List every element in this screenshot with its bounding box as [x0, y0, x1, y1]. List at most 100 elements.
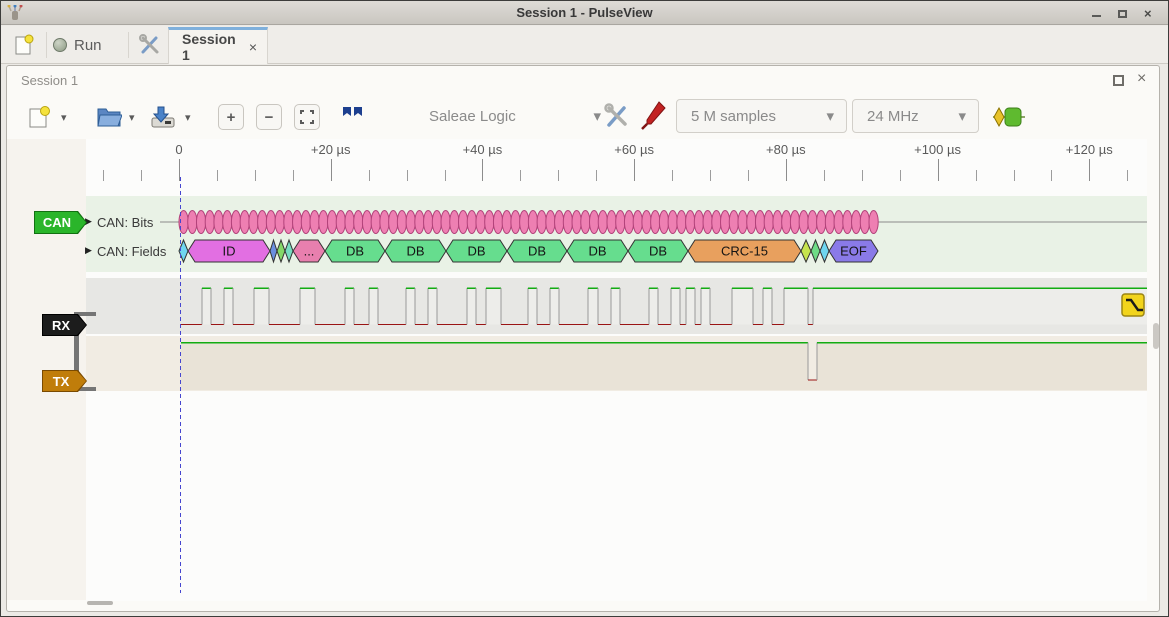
- ruler-minor-tick: [899, 170, 901, 181]
- device-select[interactable]: Saleae Logic ▾: [429, 102, 601, 130]
- can-bit-annotation: [204, 210, 215, 234]
- channel-tag-rx[interactable]: RX: [42, 314, 87, 336]
- rx-pulse-fill: [224, 288, 233, 325]
- can-bit-annotation: [781, 210, 792, 234]
- app-icon: [7, 5, 23, 20]
- can-bit-annotation: [361, 210, 373, 234]
- can-bit-annotation: [370, 210, 381, 234]
- run-button[interactable]: Run: [53, 30, 119, 60]
- can-bit-annotation: [414, 210, 425, 234]
- can-bit-annotation: [641, 210, 652, 234]
- can-field-annotation: [828, 239, 879, 263]
- can-field-label: DB: [467, 244, 485, 259]
- rx-pulse-fill: [611, 288, 620, 325]
- zoom-fit-icon: [300, 110, 314, 124]
- ruler-minor-tick: [672, 170, 674, 181]
- can-bit-annotation: [772, 210, 783, 234]
- maximize-button[interactable]: [1116, 8, 1130, 20]
- can-bit-annotation: [300, 210, 311, 234]
- zoom-in-button[interactable]: +: [218, 104, 244, 130]
- new-file-dropdown-arrow[interactable]: ▾: [61, 112, 67, 124]
- sample-count-value: 5 M samples: [691, 107, 777, 125]
- bits-row-expander-icon[interactable]: ▶: [85, 216, 92, 226]
- rx-pulse-fill: [588, 288, 598, 325]
- time-ruler[interactable]: 0 +20 µs +40 µs +60 µs +80 µs +100 µs +120 µs: [86, 141, 1147, 181]
- can-bit-annotation: [239, 210, 250, 234]
- channel-tag-tx[interactable]: TX: [42, 370, 87, 392]
- sample-count-select[interactable]: 5 M samples ▾: [676, 99, 847, 133]
- can-bit-annotation: [816, 210, 827, 234]
- tab-label: Session 1: [182, 31, 236, 63]
- ruler-minor-tick: [444, 170, 446, 181]
- add-decoder-button[interactable]: [992, 104, 1026, 130]
- session-close-button[interactable]: ×: [1137, 70, 1147, 87]
- new-file-button[interactable]: [25, 103, 53, 131]
- session-title: Session 1: [21, 73, 79, 88]
- save-button[interactable]: [149, 103, 177, 131]
- ruler-major-tick: [785, 159, 787, 181]
- can-bit-annotation: [527, 210, 539, 234]
- can-bit-annotation: [519, 210, 530, 234]
- tx-trace-fill: [181, 342, 1147, 390]
- show-cursors-button[interactable]: [338, 103, 366, 131]
- can-field-label: ...: [304, 244, 315, 259]
- ruler-minor-tick: [103, 170, 105, 181]
- can-field-label: CRC-15: [721, 244, 768, 259]
- save-dropdown-arrow[interactable]: ▾: [185, 112, 191, 124]
- decoder-tag-can[interactable]: CAN: [34, 211, 87, 234]
- can-bit-annotation: [335, 210, 346, 234]
- can-bit-annotation: [728, 210, 739, 234]
- zoom-out-button[interactable]: −: [256, 104, 282, 130]
- ruler-minor-tick: [823, 170, 825, 181]
- device-config-button[interactable]: [602, 101, 632, 131]
- tab-session-1[interactable]: Session 1 ×: [168, 27, 268, 64]
- float-window-button[interactable]: [1113, 75, 1124, 86]
- ruler-time-label: 0: [175, 142, 183, 157]
- ruler-minor-tick: [292, 170, 294, 181]
- device-config-wrench-icon: [604, 103, 627, 127]
- tab-close-icon[interactable]: ×: [248, 39, 257, 55]
- trace-canvas[interactable]: ID... DB DB DB DB DB DB CRC-15 EOF: [86, 177, 1147, 601]
- can-bit-annotation: [545, 210, 556, 234]
- open-folder-icon: [97, 108, 122, 127]
- can-bit-annotation: [510, 210, 521, 234]
- bits-row-label: CAN: Bits: [97, 215, 154, 230]
- can-bit-annotation: [580, 210, 591, 234]
- rx-tag-label: RX: [43, 315, 86, 335]
- ruler-minor-tick: [1127, 170, 1129, 181]
- sample-rate-select[interactable]: 24 MHz ▾: [852, 99, 979, 133]
- channel-group-bracket[interactable]: [74, 312, 96, 391]
- vertical-scrollbar-handle[interactable]: [1153, 323, 1159, 349]
- close-button[interactable]: ×: [1144, 6, 1152, 21]
- can-bit-annotation: [318, 210, 329, 234]
- can-field-label: DB: [528, 244, 546, 259]
- settings-button[interactable]: [135, 30, 165, 60]
- can-bit-annotation: [606, 210, 617, 234]
- ruler-minor-tick: [975, 170, 977, 181]
- can-bit-annotation: [754, 210, 766, 234]
- minimize-button[interactable]: [1090, 8, 1104, 20]
- falling-edge-icon: [1126, 298, 1143, 312]
- decoder-icon: [993, 106, 1025, 128]
- rx-pulse-fill: [428, 288, 437, 325]
- wrench-icon: [139, 34, 159, 54]
- rx-pulse-fill: [649, 288, 658, 325]
- can-bit-annotation: [283, 210, 294, 234]
- open-button[interactable]: [95, 103, 123, 131]
- open-dropdown-arrow[interactable]: ▾: [129, 112, 135, 124]
- can-bit-annotation: [554, 210, 565, 234]
- zoom-fit-button[interactable]: [294, 104, 320, 130]
- can-bit-annotation: [457, 210, 469, 234]
- run-label: Run: [74, 36, 102, 54]
- can-bit-annotation: [440, 210, 451, 234]
- fields-row-expander-icon[interactable]: ▶: [85, 245, 92, 255]
- horizontal-scrollbar-handle[interactable]: [87, 601, 113, 605]
- ruler-time-label: +40 µs: [462, 142, 503, 157]
- new-session-button[interactable]: [9, 30, 39, 60]
- can-bit-annotation: [388, 210, 399, 234]
- can-bit-annotation: [589, 210, 600, 234]
- channels-button[interactable]: [638, 99, 668, 133]
- can-bit-annotation: [292, 210, 303, 234]
- ruler-major-tick: [937, 159, 939, 181]
